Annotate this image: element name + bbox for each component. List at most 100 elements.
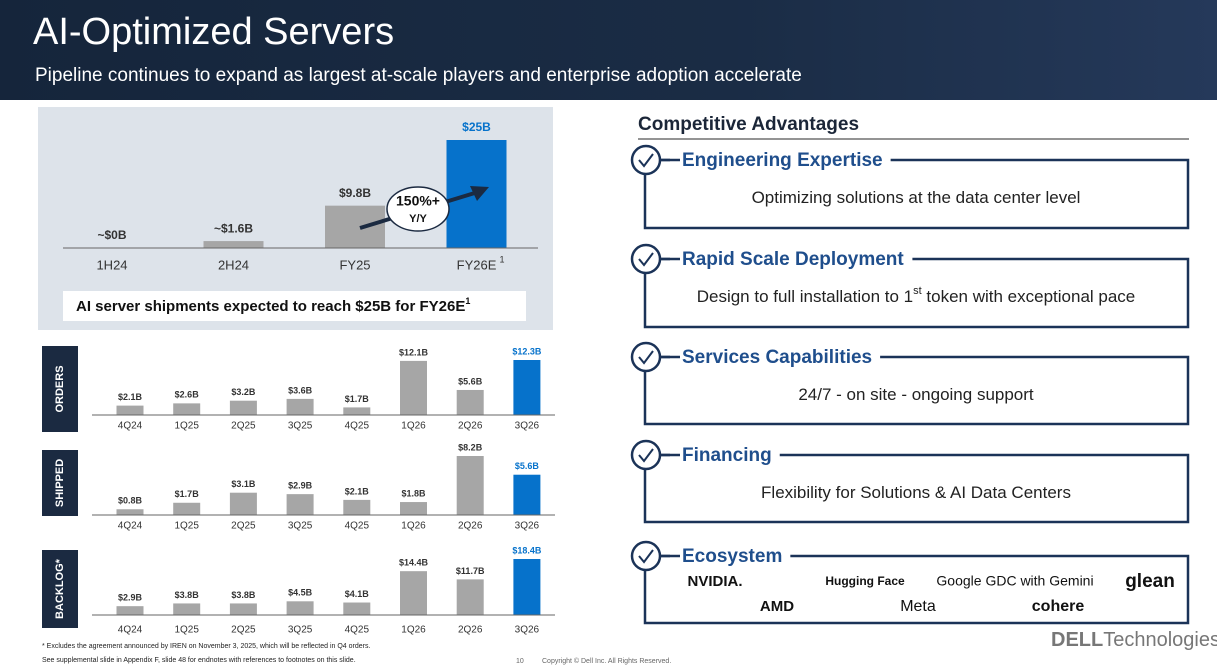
footnote: * Excludes the agreement announced by IR… bbox=[42, 643, 370, 650]
description-superscript: st bbox=[913, 285, 922, 297]
partner-logo: Google GDC with Gemini bbox=[936, 573, 1093, 589]
bar bbox=[173, 403, 201, 415]
value-label: $2.1B bbox=[345, 486, 370, 496]
description-text: 24/7 - on site - ongoing support bbox=[798, 385, 1034, 404]
category-label: 1Q26 bbox=[401, 521, 426, 532]
card-heading: Ecosystem bbox=[682, 546, 782, 567]
caption-sup: 1 bbox=[465, 296, 470, 306]
check-circle bbox=[630, 540, 662, 572]
check-circle bbox=[630, 439, 662, 471]
bar bbox=[343, 499, 371, 515]
category-label: 1Q25 bbox=[174, 625, 199, 636]
category-label: 3Q26 bbox=[515, 521, 540, 532]
value-label: $18.4B bbox=[512, 545, 542, 555]
bar bbox=[513, 474, 541, 515]
value-label: $5.6B bbox=[515, 461, 540, 471]
bar bbox=[203, 241, 264, 248]
value-label: $11.7B bbox=[456, 566, 485, 576]
bar bbox=[513, 559, 541, 615]
bar bbox=[229, 492, 257, 515]
bar bbox=[400, 502, 427, 515]
bar bbox=[116, 405, 144, 415]
card-heading: Rapid Scale Deployment bbox=[682, 249, 904, 270]
slide-title: AI-Optimized Servers bbox=[33, 11, 394, 53]
callout-bubble bbox=[386, 186, 450, 232]
category-label: 3Q25 bbox=[288, 625, 313, 636]
bar bbox=[400, 360, 427, 415]
heading-backing bbox=[670, 345, 881, 369]
copyright: Copyright © Dell Inc. All Rights Reserve… bbox=[542, 657, 671, 665]
card-heading: Engineering Expertise bbox=[682, 150, 883, 171]
bar bbox=[286, 601, 314, 615]
category-label: 2Q26 bbox=[458, 421, 483, 432]
chart-label-box bbox=[42, 550, 78, 628]
caption-text: AI server shipments expected to reach $2… bbox=[76, 298, 465, 315]
value-label: $0.8B bbox=[118, 496, 143, 506]
value-label: $4.5B bbox=[288, 588, 313, 598]
partner-logo: AMD bbox=[760, 598, 794, 615]
value-label: $1.7B bbox=[345, 394, 370, 404]
category-label: 1Q25 bbox=[174, 421, 199, 432]
category-label: 2Q26 bbox=[458, 625, 483, 636]
page-number: 10 bbox=[516, 658, 524, 665]
value-label: $3.2B bbox=[231, 387, 256, 397]
value-label: $2.9B bbox=[118, 593, 143, 603]
value-label: $2.1B bbox=[118, 392, 143, 402]
value-label: ~$0B bbox=[97, 228, 126, 242]
category-label: 3Q25 bbox=[288, 421, 313, 432]
category-label: 4Q25 bbox=[345, 521, 370, 532]
bar bbox=[116, 509, 144, 515]
card-heading: Financing bbox=[682, 445, 772, 466]
bar bbox=[116, 606, 144, 615]
category-label: 3Q26 bbox=[515, 625, 540, 636]
check-circle bbox=[630, 243, 662, 275]
category-label: 1Q25 bbox=[174, 521, 199, 532]
bar bbox=[456, 579, 484, 615]
bar bbox=[286, 494, 314, 515]
description-text: token with exceptional pace bbox=[922, 287, 1136, 306]
logo-part: Technologies bbox=[1103, 629, 1217, 651]
footnote: See supplemental slide in Appendix F, sl… bbox=[42, 657, 356, 664]
bar bbox=[456, 389, 484, 415]
chart-label: BACKLOG* bbox=[54, 558, 66, 619]
category-label: 2Q25 bbox=[231, 421, 256, 432]
dell-logo: DELLTechnologies bbox=[1051, 629, 1217, 651]
description-text: Flexibility for Solutions & AI Data Cent… bbox=[761, 483, 1071, 502]
chart-label-box bbox=[42, 346, 78, 432]
category-label: FY25 bbox=[339, 257, 370, 272]
category-superscript: 1 bbox=[500, 254, 505, 264]
category-label: 2H24 bbox=[218, 257, 249, 272]
value-label: $12.3B bbox=[512, 346, 542, 356]
category-label: 3Q25 bbox=[288, 521, 313, 532]
value-label: $12.1B bbox=[399, 347, 429, 357]
value-label: $1.8B bbox=[401, 488, 426, 498]
value-label: $8.2B bbox=[458, 442, 483, 452]
category-label: 4Q24 bbox=[118, 521, 143, 532]
partner-logo: cohere bbox=[1032, 598, 1085, 615]
category-label: 2Q25 bbox=[231, 625, 256, 636]
heading-backing bbox=[670, 247, 913, 271]
check-mark bbox=[638, 153, 654, 168]
bar bbox=[343, 602, 371, 615]
bar bbox=[229, 400, 257, 415]
bar bbox=[229, 603, 257, 615]
check-circle bbox=[630, 144, 662, 176]
slide-subtitle: Pipeline continues to expand as largest … bbox=[35, 65, 802, 86]
bar bbox=[513, 360, 541, 415]
value-label: $2.6B bbox=[175, 390, 200, 400]
check-mark bbox=[638, 252, 654, 267]
partner-logo: Meta bbox=[900, 598, 936, 615]
value-label: $5.6B bbox=[458, 376, 483, 386]
value-label: $3.1B bbox=[231, 479, 256, 489]
check-mark bbox=[638, 448, 654, 463]
card-description: Design to full installation to 1st token… bbox=[697, 285, 1136, 307]
card-heading: Services Capabilities bbox=[682, 347, 872, 368]
bar bbox=[173, 603, 201, 615]
header-band bbox=[0, 0, 1217, 100]
value-label: $3.8B bbox=[231, 590, 256, 600]
bar bbox=[286, 398, 314, 415]
chart-caption: AI server shipments expected to reach $2… bbox=[76, 296, 470, 315]
card-description: Flexibility for Solutions & AI Data Cent… bbox=[761, 483, 1071, 502]
